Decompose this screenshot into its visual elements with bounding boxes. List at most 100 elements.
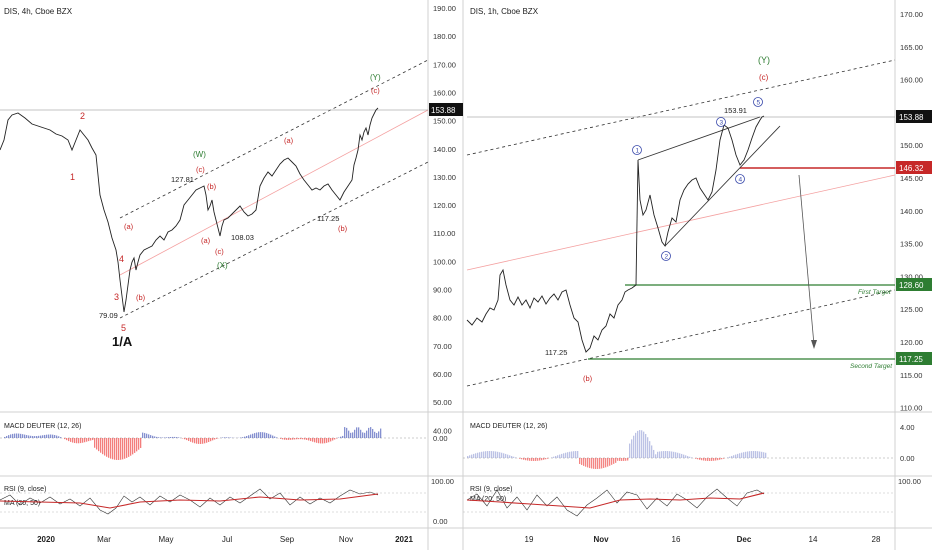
left-macd-bar — [114, 438, 115, 460]
right-y-tick: 145.00 — [900, 174, 923, 183]
right-macd-bar — [727, 457, 728, 458]
left-macd-bar — [366, 431, 367, 438]
right-macd-bar — [597, 458, 598, 469]
right-macd-bar — [729, 457, 730, 458]
left-macd-bar — [46, 435, 47, 438]
right-macd-bar — [471, 455, 472, 458]
right-macd-bar — [617, 458, 618, 461]
right-macd-bar — [675, 452, 676, 458]
left-macd-title: MACD DEUTER (12, 26) — [4, 423, 81, 430]
left-macd-bar — [256, 433, 257, 438]
left-macd-bar — [130, 438, 131, 456]
right-macd-bar — [659, 451, 660, 458]
right-macd-bar — [553, 457, 554, 458]
left-macd-bar — [146, 434, 147, 438]
left-label-108: 108.03 — [231, 233, 254, 242]
left-macd-bar — [290, 438, 291, 440]
right-macd-bar — [635, 433, 636, 458]
left-y-tick: 120.00 — [433, 201, 456, 210]
left-macd-bar — [224, 437, 225, 438]
right-rsi-tick-100: 100.00 — [898, 477, 921, 486]
left-macd-bar — [352, 432, 353, 438]
right-macd-bar — [543, 458, 544, 460]
left-macd-bar — [294, 438, 295, 439]
left-macd-bars — [4, 427, 381, 460]
right-macd-bar — [527, 458, 528, 461]
left-macd-bar — [128, 438, 129, 457]
left-macd-bar — [28, 435, 29, 438]
left-macd-bar — [10, 434, 11, 438]
left-macd-bar — [66, 438, 67, 440]
right-macd-bar — [755, 451, 756, 458]
right-macd-bar — [473, 454, 474, 458]
left-macd-bar — [14, 434, 15, 438]
left-macd-bar — [96, 438, 97, 449]
right-macd-bar — [511, 456, 512, 458]
right-triangle-top — [638, 117, 760, 160]
left-wave-1a: 1/A — [112, 334, 133, 349]
left-x-tick: 2020 — [37, 535, 55, 544]
svg-text:4: 4 — [739, 177, 743, 184]
right-label-c: (c) — [759, 73, 769, 82]
left-macd-bar — [178, 437, 179, 438]
left-y-tick: 100.00 — [433, 257, 456, 266]
left-label-c1: (c) — [196, 165, 205, 174]
right-x-tick: Dec — [737, 535, 752, 544]
left-macd-bar — [222, 437, 223, 438]
left-macd-bar — [40, 436, 41, 438]
left-macd-bar — [308, 438, 309, 440]
right-macd-bar — [521, 458, 522, 459]
left-macd-bar — [30, 436, 31, 438]
right-macd-bar — [691, 457, 692, 458]
left-macd-bar — [274, 436, 275, 438]
right-macd-bar — [607, 458, 608, 467]
left-macd-bar — [20, 434, 21, 438]
left-macd-bar — [84, 438, 85, 442]
left-macd-bar — [252, 434, 253, 438]
right-x-tick: 16 — [672, 535, 681, 544]
left-macd-bar — [318, 438, 319, 443]
right-wave-2: 2 — [662, 252, 671, 261]
right-macd-bar — [745, 452, 746, 458]
left-macd-bar — [106, 438, 107, 457]
left-macd-bar — [48, 435, 49, 438]
right-macd-bar — [671, 451, 672, 458]
right-macd-bar — [647, 437, 648, 458]
right-macd-bar — [655, 454, 656, 458]
right-macd-bars — [467, 430, 766, 469]
left-macd-bar — [302, 438, 303, 439]
right-macd-bar — [579, 458, 580, 464]
right-macd-bar — [681, 454, 682, 458]
right-macd-tick-0: 0.00 — [900, 454, 915, 463]
left-macd-bar — [266, 433, 267, 438]
left-macd-bar — [258, 432, 259, 438]
right-macd-bar — [583, 458, 584, 466]
right-macd-bar — [661, 451, 662, 458]
right-macd-bar — [545, 458, 546, 459]
left-macd-bar — [356, 427, 357, 438]
left-macd-bar — [332, 438, 333, 440]
left-y-tick: 130.00 — [433, 173, 456, 182]
left-macd-bar — [136, 438, 137, 451]
left-macd-bar — [196, 438, 197, 444]
right-macd-bar — [535, 458, 536, 461]
right-macd-bar — [469, 455, 470, 458]
right-macd-bar — [649, 441, 650, 458]
svg-text:1: 1 — [636, 148, 640, 155]
right-macd-bar — [645, 434, 646, 458]
left-macd-bar — [158, 437, 159, 438]
left-macd-bar — [306, 438, 307, 440]
left-macd-bar — [32, 436, 33, 438]
left-macd-bar — [164, 437, 165, 438]
left-macd-bar — [72, 438, 73, 443]
left-macd-bar — [314, 438, 315, 442]
left-macd-bar — [344, 427, 345, 438]
right-macd-bar — [577, 451, 578, 458]
right-macd-bar — [507, 455, 508, 458]
right-label-y: (Y) — [758, 55, 770, 65]
left-label-x: (X) — [217, 261, 228, 270]
left-macd-bar — [226, 437, 227, 438]
right-macd-bar — [555, 456, 556, 458]
right-macd-bar — [765, 453, 766, 458]
